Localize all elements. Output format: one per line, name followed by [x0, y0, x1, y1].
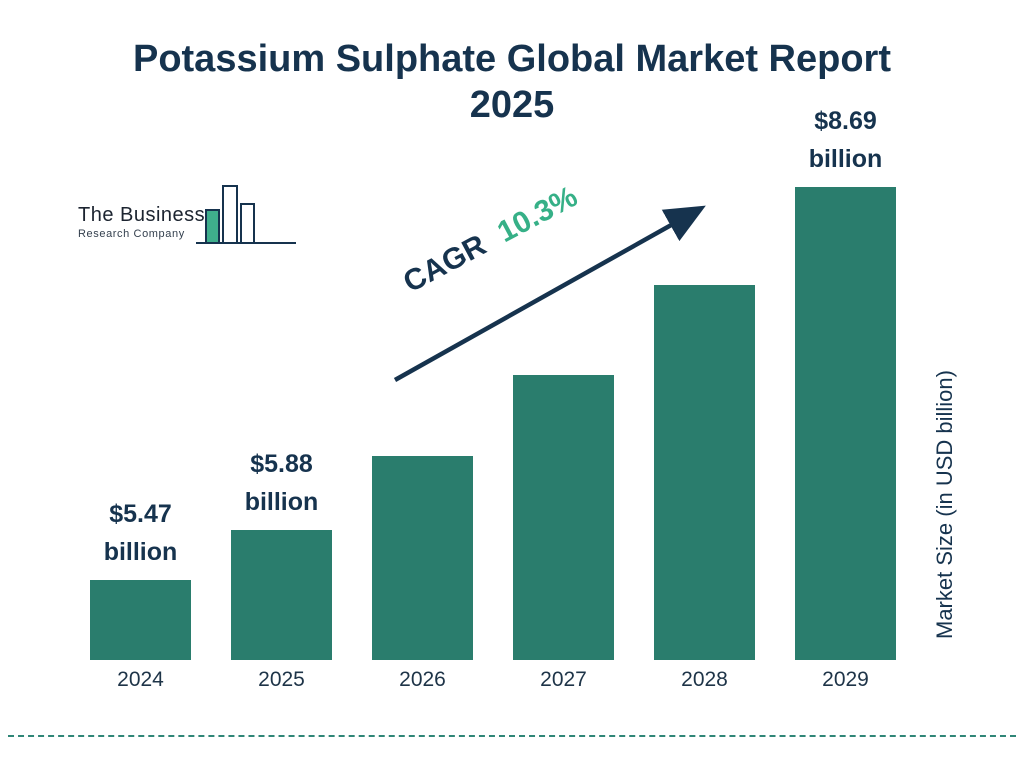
x-tick-2026: 2026 [399, 668, 446, 691]
bar-column-2028 [634, 100, 775, 660]
cagr-arrow-icon [393, 205, 706, 382]
x-tick-2029: 2029 [822, 668, 869, 691]
bar-value-label-2029: $8.69 billion [808, 106, 883, 174]
bar-2027 [513, 375, 614, 660]
x-tick-2024: 2024 [117, 668, 164, 691]
page-title: Potassium Sulphate Global Market Report … [0, 36, 1024, 129]
x-tick-2025: 2025 [258, 668, 305, 691]
bottom-dashed-divider [8, 735, 1016, 737]
company-logo-text: The Business Research Company [78, 204, 205, 240]
bars-row: $5.47 billion $5.88 billion $8.69 billion [70, 100, 920, 660]
bar-column-2025: $5.88 billion [211, 100, 352, 660]
bar-column-2026 [352, 100, 493, 660]
bar-2024 [90, 580, 191, 660]
bar-2026 [372, 456, 473, 660]
page-title-line2: 2025 [469, 84, 555, 127]
company-logo: The Business Research Company [78, 182, 296, 252]
bar-2025 [231, 530, 332, 660]
bar-2028 [654, 285, 755, 660]
y-axis-label: Market Size (in USD billion) [932, 370, 957, 640]
page-title-line1: Potassium Sulphate Global Market Report [132, 38, 892, 80]
x-axis-ticks: 2024 2025 2026 2027 2028 2029 [70, 668, 920, 692]
bar-2029 [795, 187, 896, 660]
bar-column-2024: $5.47 billion [70, 100, 211, 660]
logo-subname: Research Company [78, 228, 185, 240]
x-tick-2027: 2027 [540, 668, 587, 691]
bar-value-label-2024: $5.47 billion [103, 499, 178, 567]
bar-column-2027 [493, 100, 634, 660]
bar-column-2029: $8.69 billion [775, 100, 916, 660]
bar-value-label-2025: $5.88 billion [244, 449, 319, 517]
logo-name: The Business [78, 204, 206, 226]
x-tick-2028: 2028 [681, 668, 728, 691]
logo-bars-icon [196, 185, 296, 244]
